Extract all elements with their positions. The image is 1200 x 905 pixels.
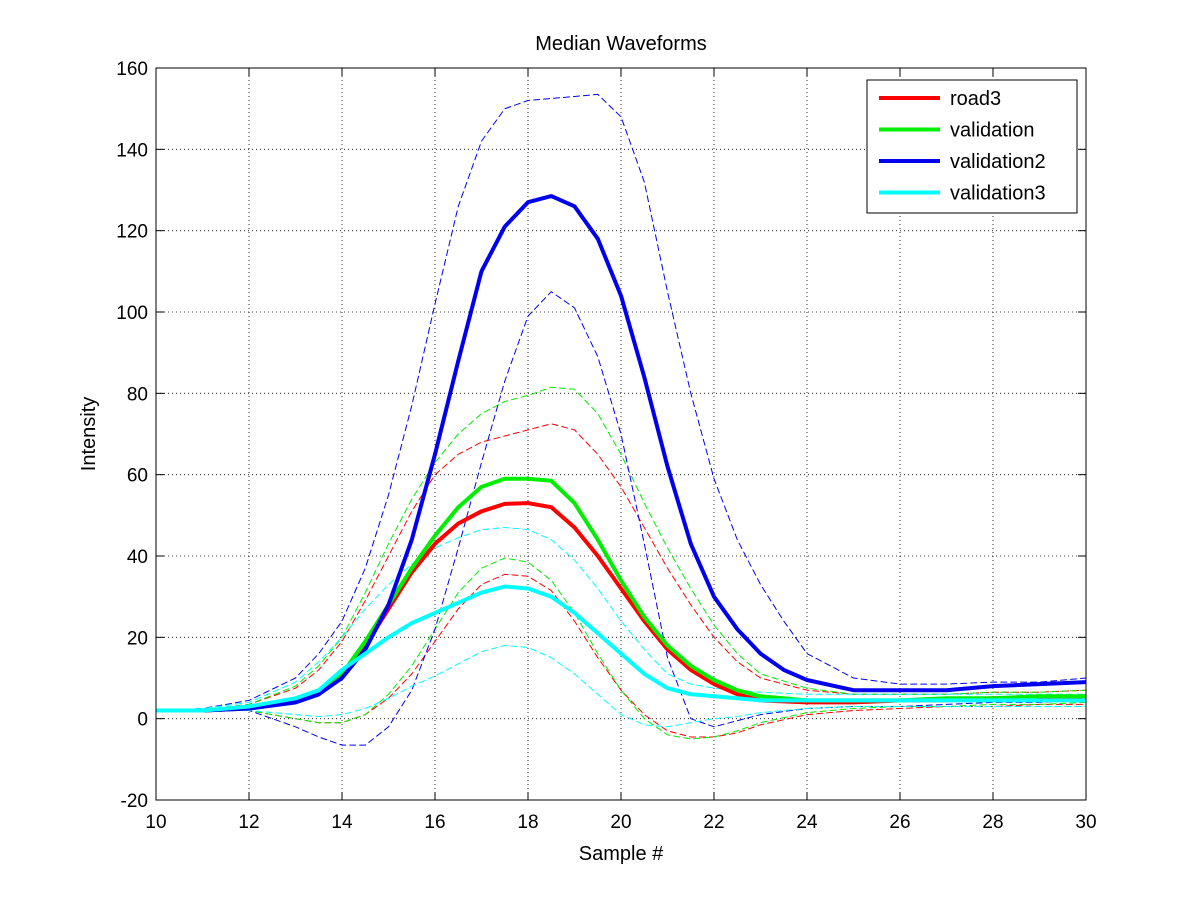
series-line-validation2 — [156, 194, 1086, 713]
x-tick-label: 20 — [610, 812, 631, 833]
x-tick-label: 30 — [1075, 812, 1096, 833]
legend-label: road3 — [950, 88, 1001, 110]
x-tick-label: 24 — [796, 812, 818, 833]
x-tick-label: 12 — [238, 812, 259, 833]
y-tick-label: 120 — [116, 222, 148, 243]
x-tick-label: 22 — [703, 812, 724, 833]
series-line-validation3-upper — [156, 527, 1086, 711]
x-tick-label: 16 — [424, 812, 445, 833]
series-line-validation3-lower — [156, 645, 1086, 728]
series-line-road3-lower — [156, 573, 1086, 738]
series-line-validation2-upper — [156, 93, 1086, 711]
x-tick-label: 28 — [982, 812, 1003, 833]
y-tick-label: 20 — [127, 628, 148, 649]
x-axis-title: Sample # — [579, 843, 664, 865]
chart-title: Median Waveforms — [535, 33, 707, 55]
y-axis-title: Intensity — [78, 397, 100, 471]
x-tick-label: 26 — [889, 812, 910, 833]
y-tick-label: 0 — [137, 710, 148, 731]
y-tick-label: 140 — [116, 140, 148, 161]
grid-lines — [156, 68, 1086, 800]
series-line-validation-lower — [156, 557, 1086, 740]
y-tick-label: 40 — [127, 547, 148, 568]
y-tick-label: 160 — [116, 59, 148, 80]
x-tick-label: 14 — [331, 812, 353, 833]
y-tick-label: 100 — [116, 303, 148, 324]
legend: road3 validation validation2 validation3 — [866, 79, 1078, 214]
y-tick-label: -20 — [121, 791, 148, 812]
series-line-validation-upper — [156, 386, 1086, 711]
series-lines — [156, 93, 1086, 746]
x-tick-label: 10 — [145, 812, 166, 833]
axis-ticks: 10 12 14 16 18 20 22 24 26 28 30 -20 0 20 40 60 80 100 120… — [116, 59, 1096, 833]
y-tick-label: 60 — [127, 466, 148, 487]
series-line-validation3 — [156, 584, 1086, 713]
x-tick-label: 18 — [517, 812, 538, 833]
legend-label: validation2 — [950, 151, 1046, 173]
series-line-validation2-lower — [156, 291, 1086, 746]
y-tick-label: 80 — [127, 384, 148, 405]
legend-label: validation — [950, 120, 1035, 142]
legend-label: validation3 — [950, 183, 1046, 205]
